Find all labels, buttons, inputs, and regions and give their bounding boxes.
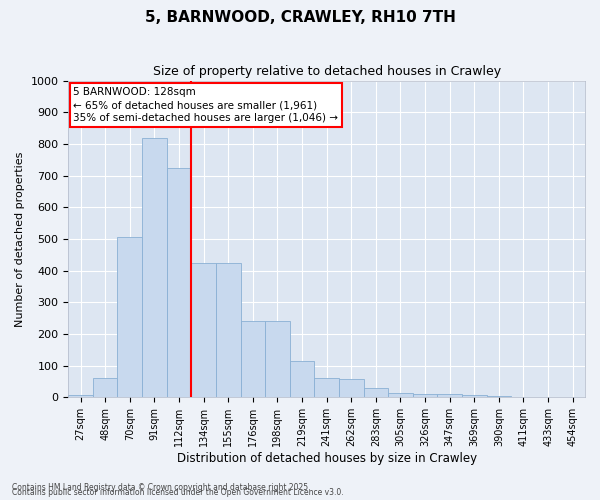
Bar	[462, 395, 487, 398]
Bar	[560, 396, 585, 398]
Bar	[191, 262, 216, 398]
Bar	[290, 361, 314, 398]
Bar	[142, 138, 167, 398]
Bar	[68, 395, 93, 398]
Bar	[93, 378, 118, 398]
Bar	[216, 262, 241, 398]
Bar	[413, 394, 437, 398]
Bar	[167, 168, 191, 398]
Text: 5 BARNWOOD: 128sqm
← 65% of detached houses are smaller (1,961)
35% of semi-deta: 5 BARNWOOD: 128sqm ← 65% of detached hou…	[73, 87, 338, 124]
Bar	[265, 322, 290, 398]
Text: Contains HM Land Registry data © Crown copyright and database right 2025.: Contains HM Land Registry data © Crown c…	[12, 483, 311, 492]
Bar	[487, 396, 511, 398]
Title: Size of property relative to detached houses in Crawley: Size of property relative to detached ho…	[152, 65, 501, 78]
Bar	[241, 322, 265, 398]
Bar	[437, 394, 462, 398]
Y-axis label: Number of detached properties: Number of detached properties	[15, 152, 25, 326]
Text: Contains public sector information licensed under the Open Government Licence v3: Contains public sector information licen…	[12, 488, 344, 497]
X-axis label: Distribution of detached houses by size in Crawley: Distribution of detached houses by size …	[176, 452, 477, 465]
Bar	[364, 388, 388, 398]
Bar	[388, 392, 413, 398]
Bar	[314, 378, 339, 398]
Bar	[118, 238, 142, 398]
Text: 5, BARNWOOD, CRAWLEY, RH10 7TH: 5, BARNWOOD, CRAWLEY, RH10 7TH	[145, 10, 455, 25]
Bar	[339, 380, 364, 398]
